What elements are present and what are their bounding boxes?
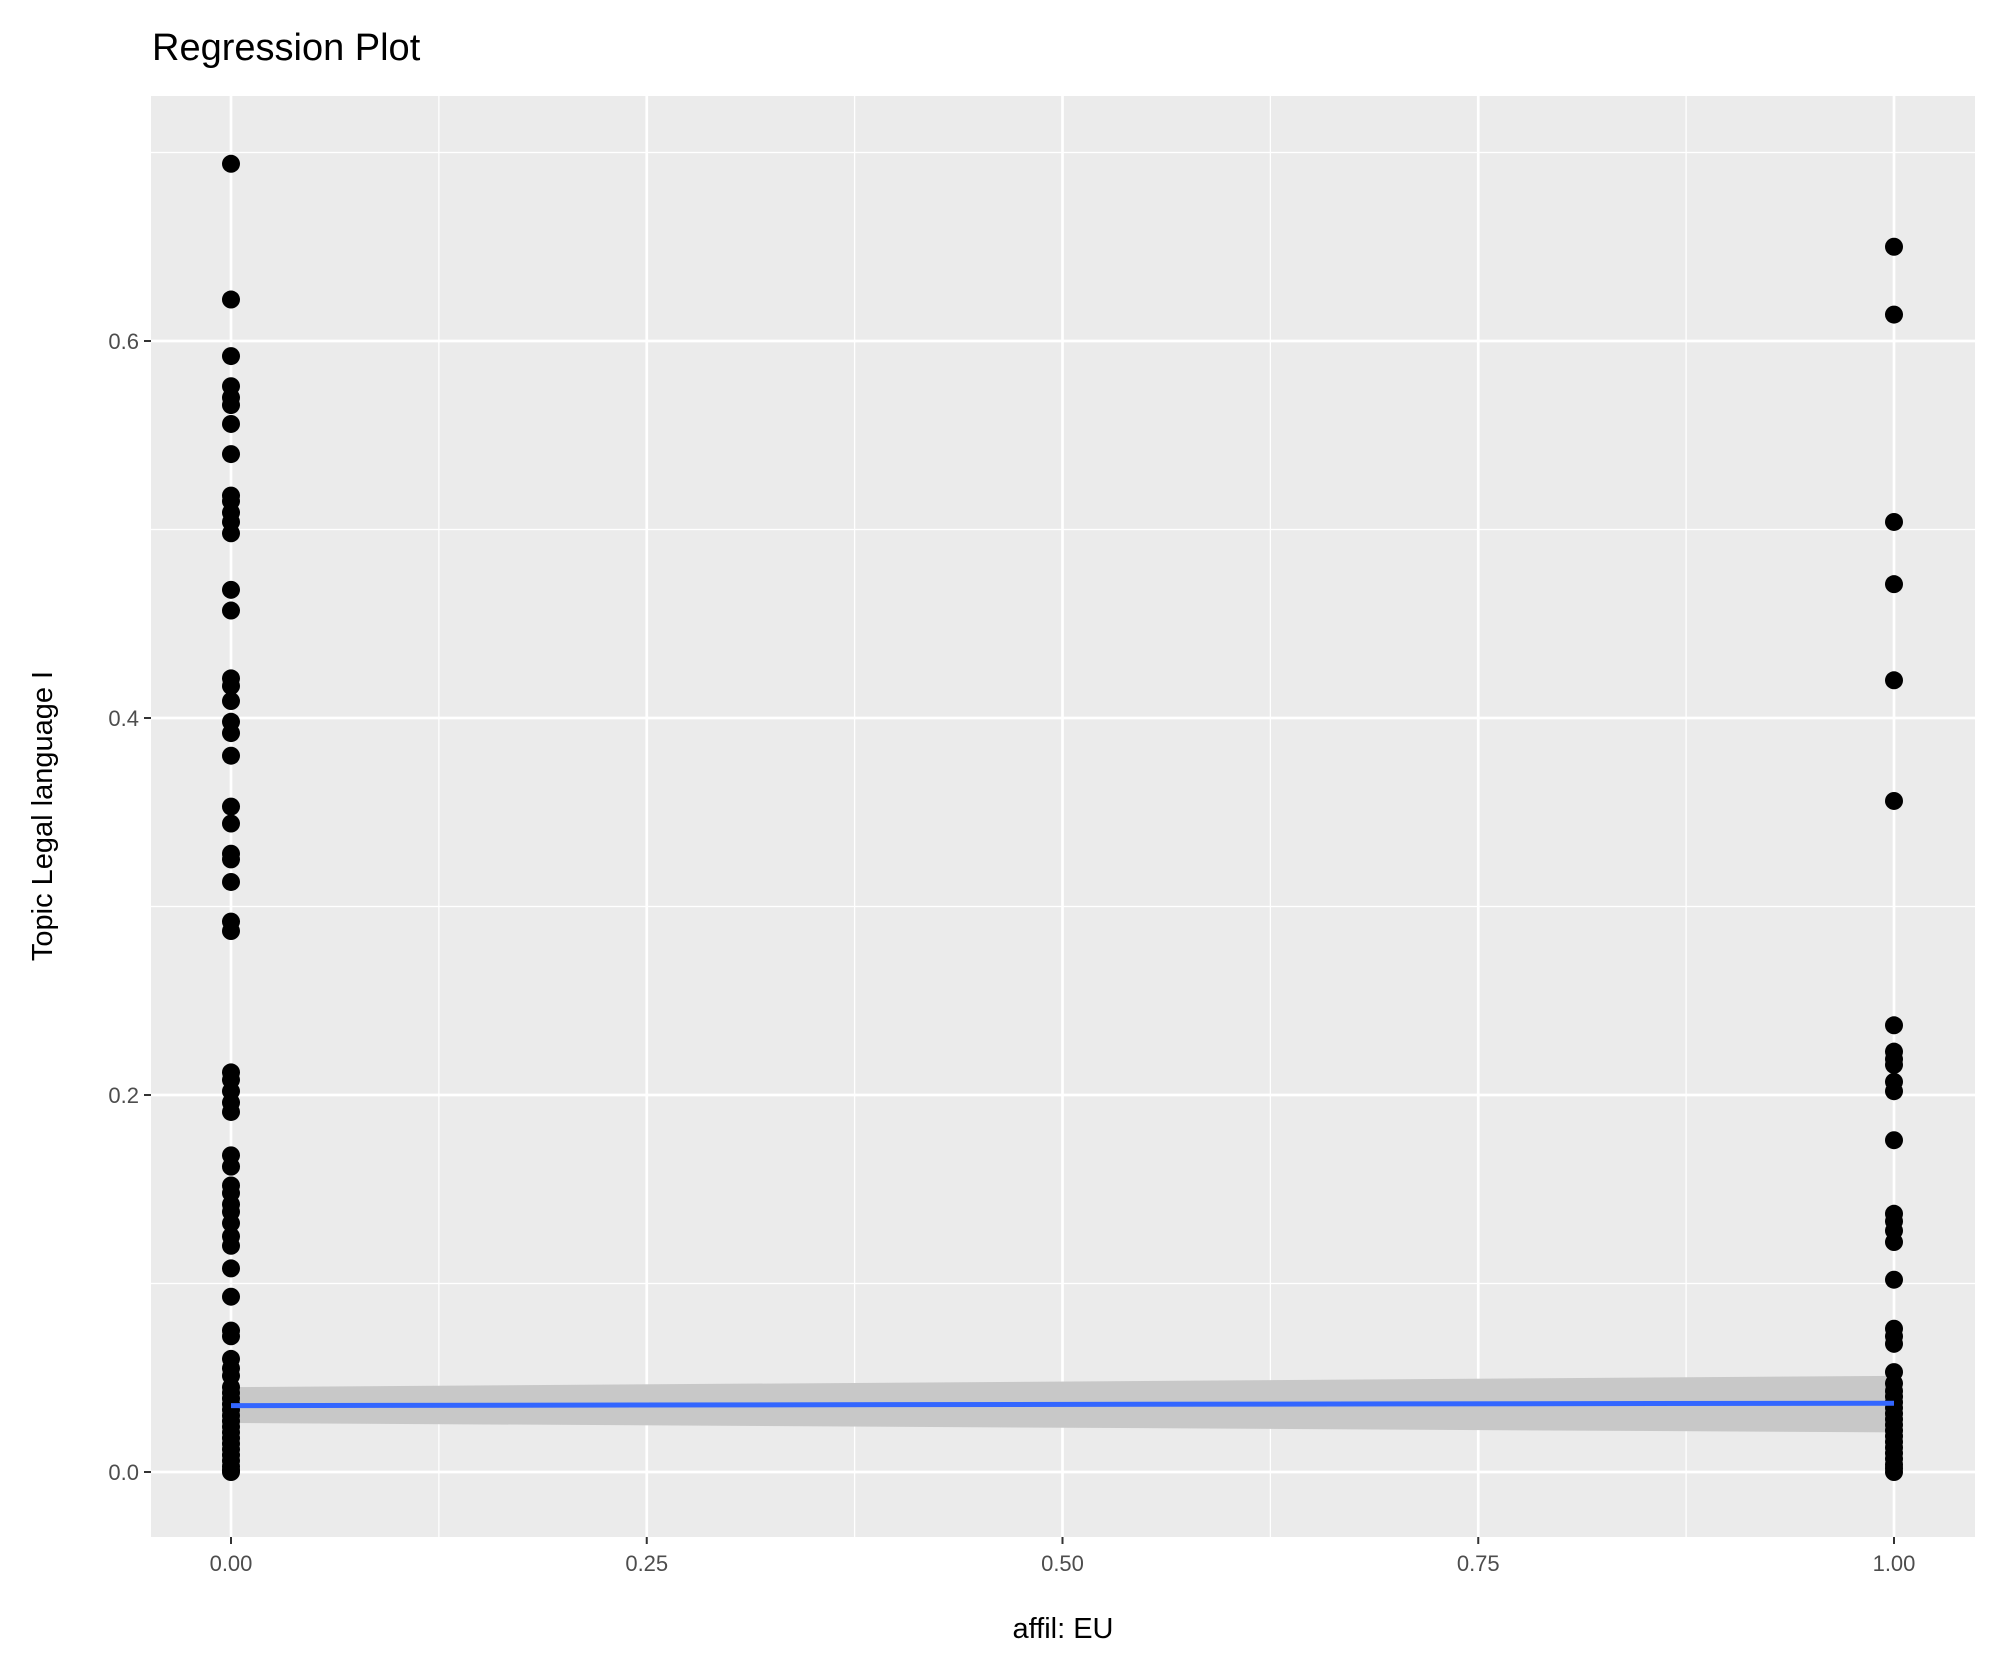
data-point: [1885, 1016, 1903, 1035]
data-point: [222, 1463, 240, 1481]
data-point: [222, 154, 240, 173]
data-point: [1885, 1131, 1903, 1150]
y-tick-label: 0.4: [108, 706, 139, 731]
data-point: [222, 1327, 240, 1346]
data-point: [222, 1214, 240, 1233]
data-point: [222, 814, 240, 833]
data-point: [222, 445, 240, 464]
data-points: [222, 154, 1903, 1481]
data-point: [1885, 1334, 1903, 1353]
data-point: [222, 290, 240, 309]
data-point: [1885, 305, 1903, 324]
data-point: [222, 396, 240, 415]
data-point: [1885, 1082, 1903, 1101]
data-point: [1885, 237, 1903, 256]
data-point: [222, 1236, 240, 1255]
regression-line: [230, 1400, 1895, 1409]
y-tick-label: 0.2: [108, 1083, 139, 1108]
x-tick-label: 0.50: [1041, 1551, 1084, 1576]
data-point: [1885, 1270, 1903, 1289]
data-point: [222, 746, 240, 765]
x-tick-label: 1.00: [1873, 1551, 1916, 1576]
data-point: [1885, 1055, 1903, 1074]
data-point: [222, 692, 240, 711]
data-point: [222, 724, 240, 743]
data-point: [1885, 575, 1903, 594]
data-point: [222, 676, 240, 695]
data-point: [222, 524, 240, 543]
x-tick-label: 0.25: [625, 1551, 668, 1576]
data-point: [222, 1102, 240, 1121]
data-point: [1885, 512, 1903, 531]
data-point: [1885, 1233, 1903, 1252]
y-axis-label: Topic Legal language I: [27, 671, 59, 961]
gridlines: [151, 96, 1975, 1537]
x-tick-label: 0.75: [1457, 1551, 1500, 1576]
x-axis-ticks: 0.00 0.25 0.50 0.75 1.00: [210, 1537, 1916, 1576]
y-axis-ticks: 0.0 0.2 0.4 0.6: [108, 329, 151, 1485]
data-point: [1885, 791, 1903, 810]
data-point: [222, 872, 240, 891]
data-point: [222, 580, 240, 599]
regression-line-group: [230, 1400, 1895, 1409]
data-point: [222, 1259, 240, 1278]
data-point: [222, 601, 240, 620]
data-point: [222, 922, 240, 941]
data-point: [222, 1287, 240, 1306]
data-point: [222, 1157, 240, 1176]
y-tick-label: 0.6: [108, 329, 139, 354]
x-axis-label: affil: EU: [1012, 1613, 1113, 1645]
data-point: [222, 414, 240, 433]
x-tick-label: 0.00: [210, 1551, 253, 1576]
y-tick-label: 0.0: [108, 1460, 139, 1485]
data-point: [1885, 671, 1903, 690]
data-point: [222, 797, 240, 816]
data-point: [222, 850, 240, 869]
chart-title: Regression Plot: [152, 27, 421, 69]
data-point: [1885, 1463, 1903, 1481]
data-point: [222, 347, 240, 366]
